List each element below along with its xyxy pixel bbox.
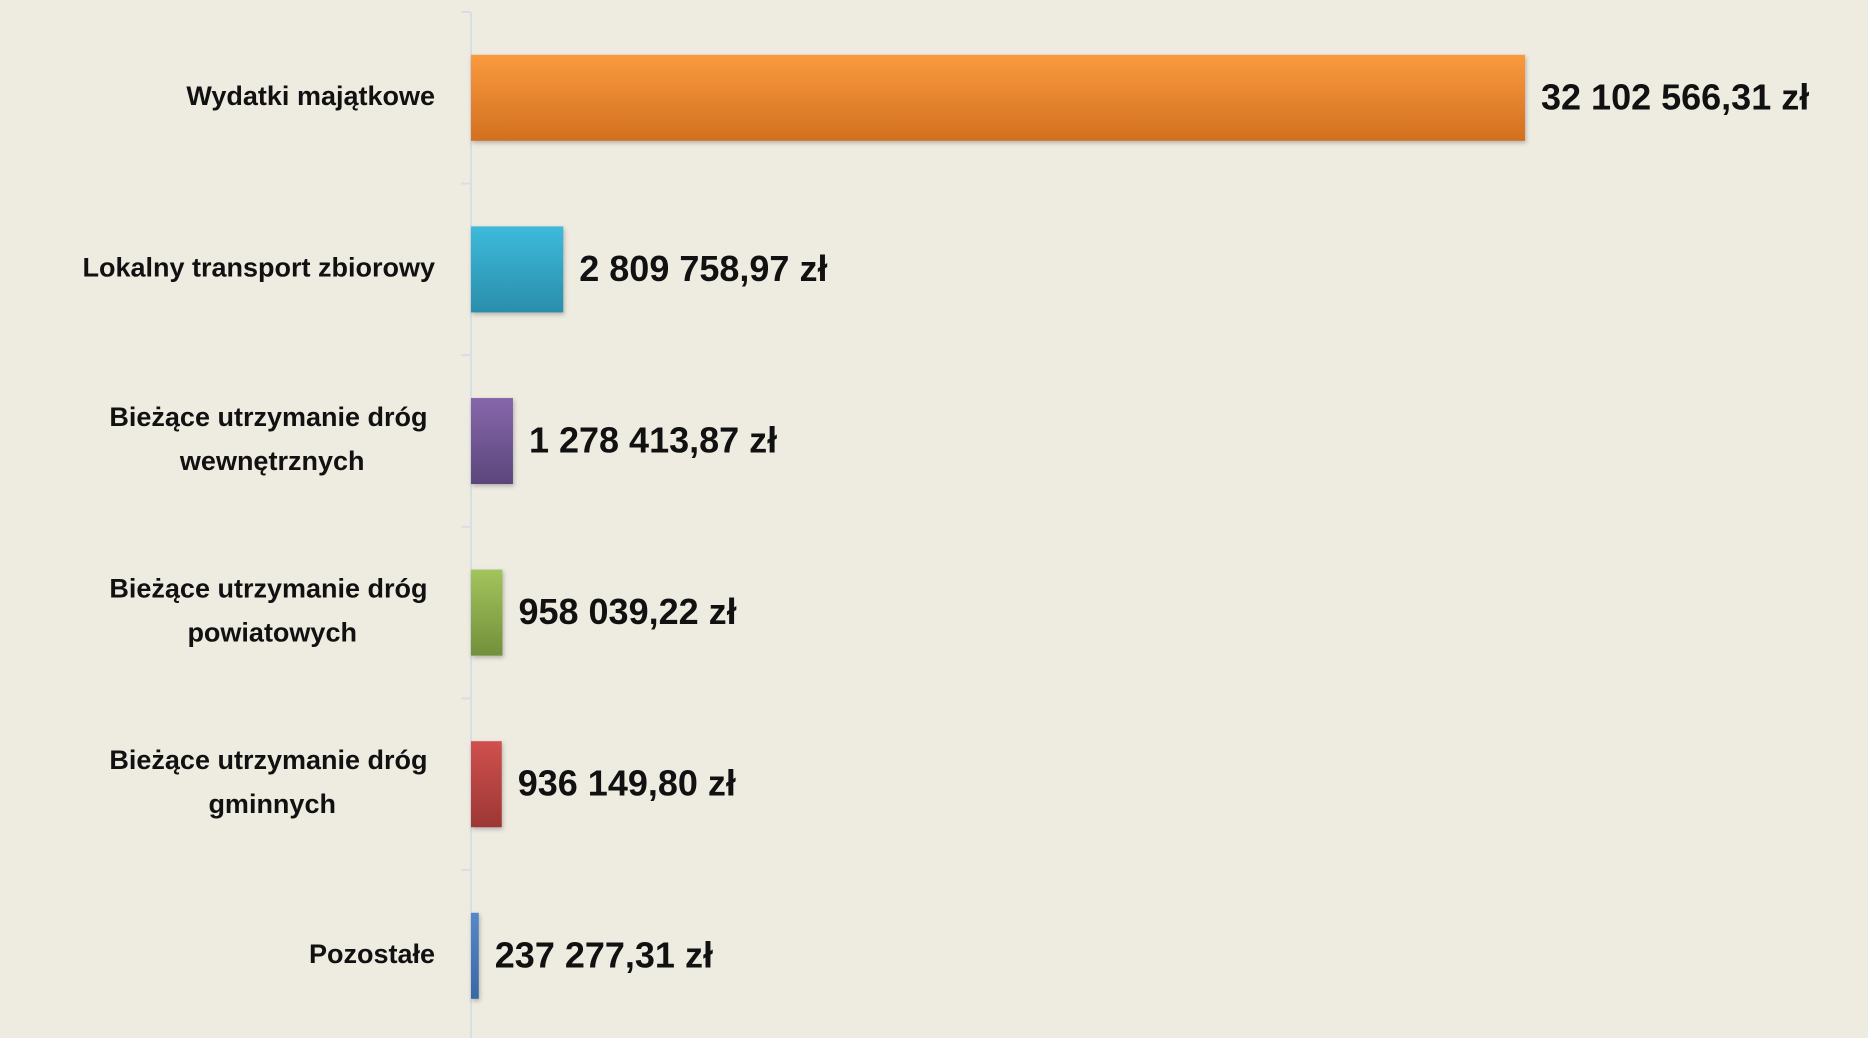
bar: [471, 398, 513, 484]
value-label: 32 102 566,31 zł: [1541, 76, 1809, 117]
category-label: Bieżące utrzymanie dróg wewnętrznych: [109, 402, 435, 476]
bar: [471, 226, 564, 313]
category-label-line: Bieżące utrzymanie dróg: [109, 745, 435, 775]
bar: [471, 569, 503, 656]
bar: [471, 54, 1525, 141]
value-label: 1 278 413,87 zł: [529, 420, 777, 461]
bar: [471, 741, 502, 828]
category-label: Bieżące utrzymanie dróg gminnych: [109, 745, 435, 819]
value-label: 237 277,31 zł: [495, 934, 713, 975]
category-label-line: wewnętrznych: [179, 446, 365, 476]
category-label-line: Bieżące utrzymanie dróg: [109, 574, 435, 604]
value-label: 2 809 758,97 zł: [579, 248, 827, 289]
category-label: Lokalny transport zbiorowy: [82, 253, 435, 283]
category-label: Bieżące utrzymanie dróg powiatowych: [109, 574, 435, 648]
value-label: 936 149,80 zł: [518, 763, 736, 804]
bar: [471, 912, 479, 999]
category-label-line: Bieżące utrzymanie dróg: [109, 402, 435, 432]
category-label: Wydatki majątkowe: [186, 81, 435, 111]
category-label-line: powiatowych: [187, 618, 357, 648]
category-label-line: gminnych: [208, 789, 336, 819]
category-label: Pozostałe: [309, 939, 435, 969]
value-label: 958 039,22 zł: [518, 591, 736, 632]
